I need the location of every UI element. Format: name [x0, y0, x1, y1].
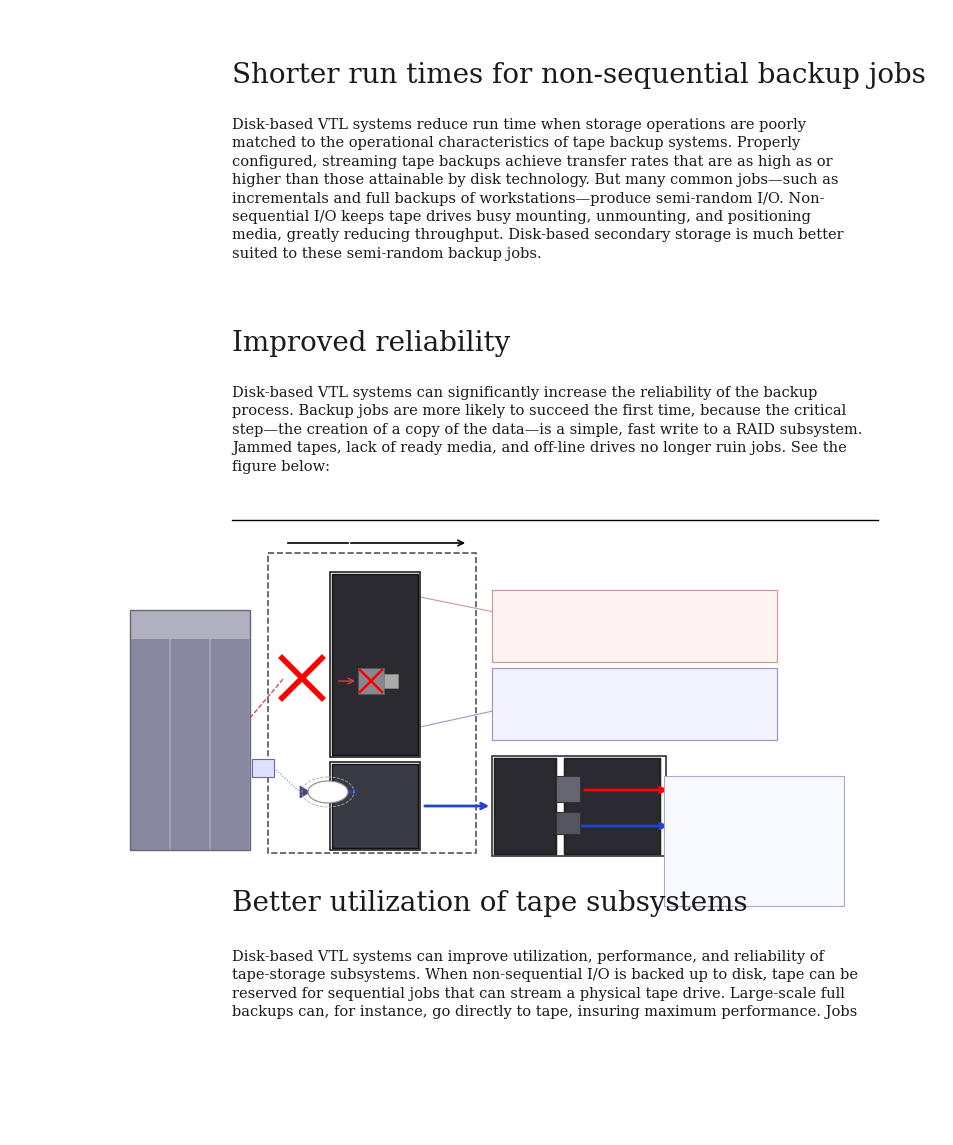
Bar: [556, 812, 579, 834]
Bar: [130, 610, 250, 850]
Bar: [556, 776, 579, 802]
Bar: [357, 668, 384, 694]
Bar: [130, 610, 169, 850]
Bar: [330, 763, 419, 850]
Bar: [492, 756, 665, 856]
Bar: [492, 590, 776, 662]
Bar: [268, 553, 476, 853]
Polygon shape: [299, 785, 310, 798]
Bar: [494, 758, 556, 854]
Text: Better utilization of tape subsystems: Better utilization of tape subsystems: [232, 890, 747, 917]
Text: Improved reliability: Improved reliability: [232, 330, 510, 357]
Bar: [252, 759, 274, 776]
Ellipse shape: [308, 781, 348, 803]
Bar: [170, 610, 209, 850]
Bar: [332, 764, 417, 848]
Bar: [332, 574, 417, 755]
Text: Shorter run times for non-sequential backup jobs: Shorter run times for non-sequential bac…: [232, 62, 924, 89]
Bar: [130, 610, 250, 850]
Bar: [330, 572, 419, 757]
Text: Disk-based VTL systems can significantly increase the reliability of the backup
: Disk-based VTL systems can significantly…: [232, 386, 862, 474]
Bar: [492, 668, 776, 740]
Bar: [494, 758, 556, 854]
Bar: [130, 610, 250, 639]
Bar: [210, 610, 249, 850]
Bar: [563, 758, 659, 854]
Bar: [563, 758, 659, 854]
Text: Disk-based VTL systems can improve utilization, performance, and reliability of
: Disk-based VTL systems can improve utili…: [232, 950, 857, 1019]
Text: Disk-based VTL systems reduce run time when storage operations are poorly
matche: Disk-based VTL systems reduce run time w…: [232, 118, 842, 261]
Bar: [663, 776, 843, 906]
Bar: [384, 674, 397, 688]
